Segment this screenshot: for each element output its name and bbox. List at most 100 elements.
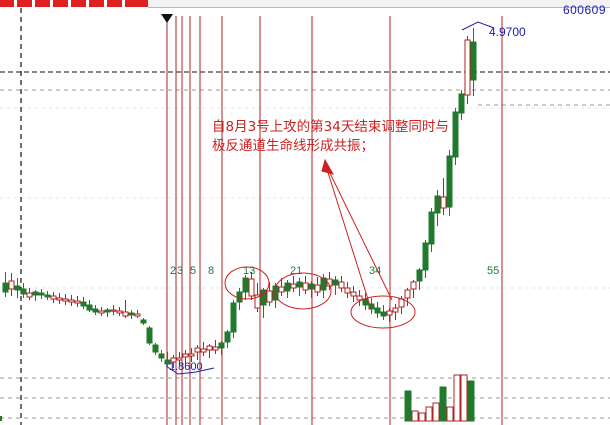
candlestick [56,293,63,304]
candlestick [308,281,315,298]
candlestick [8,273,15,296]
highlight-ellipse [224,266,270,300]
candlestick [206,344,213,358]
candlestick [344,282,351,298]
fib-count-label-21: 21 [290,265,303,277]
candlestick [386,308,393,322]
candlestick [446,150,453,216]
candlestick [116,307,123,316]
candlestick [146,326,153,345]
candlestick [410,280,417,298]
candlestick [332,276,339,295]
candlestick [416,268,423,290]
candlestick [188,348,195,362]
annotation-text-line-1: 自8月3号上攻的第34天结束调整同时与 [212,119,449,135]
candlestick [2,272,9,297]
candlestick [104,308,111,317]
candlestick [392,304,399,320]
volume-bar [0,416,2,421]
candlestick [92,305,99,315]
candlestick [230,300,237,338]
candlestick [158,350,165,362]
candlestick [296,278,303,296]
candlestick [20,283,27,298]
candlestick [356,290,363,306]
candlestick [350,286,357,302]
candlestick [14,278,21,298]
volume-bar [432,402,440,422]
candlestick [38,289,45,299]
candlestick [242,275,249,300]
ticker-symbol-label: 600609 [562,3,606,17]
fib-count-label-34: 34 [369,265,382,277]
volume-bar [467,380,475,422]
candlestick [44,291,51,300]
candlestick [278,278,285,296]
candlestick [200,342,207,356]
candlestick [374,302,381,318]
volume-bar [404,390,412,422]
titlebar-background [148,0,610,8]
volume-bar [446,406,454,422]
candlestick [80,297,87,309]
candlestick [224,330,231,348]
fib-count-label-3: 3 [177,265,184,277]
fib-count-label-2: 2 [170,265,177,277]
candlestick [74,296,81,307]
candlestick [86,300,93,312]
candlestick [170,355,177,368]
volume-bar [425,406,433,422]
highlight-ellipse [350,295,416,329]
candlestick [194,345,201,360]
fib-count-label-8: 8 [208,265,215,277]
candlestick [452,108,459,165]
fib-count-label-55: 55 [487,265,500,277]
candlestick [266,282,273,306]
high-trendline [461,21,495,31]
low-price-label: 1.8600 [169,361,203,373]
candlestick [458,90,465,120]
candlestick [140,318,147,325]
candlestick [380,305,387,320]
candlestick [422,240,429,278]
annotation-arrow-line [324,162,373,313]
candlestick [134,310,141,318]
annotation-text-line-2: 极反通道生命线形成共振； [212,138,374,154]
candlestick [128,310,135,319]
candlestick [404,288,411,306]
candlestick [248,272,255,300]
titlebar-red-strip [0,0,148,7]
low-trendline [165,365,215,375]
candlestick [212,340,219,354]
candlestick [32,290,39,301]
fib-count-label-13: 13 [243,265,256,277]
volume-bar [418,412,426,422]
volume-bar [411,410,419,422]
candlestick [236,288,243,310]
candlestick [122,300,129,318]
candlestick [182,350,189,364]
candlestick [290,276,297,292]
candlestick [50,292,57,303]
candlestick [110,305,117,315]
candlestick [320,274,327,298]
volume-bar [460,374,468,422]
candlestick [68,295,75,306]
marker-triangle-icon [161,14,173,23]
candlestick [434,190,441,226]
candlestick [176,352,183,366]
candlestick [326,272,333,290]
candlestick [26,288,33,300]
candlestick [302,276,309,294]
volume-bar [439,386,447,422]
candlestick [314,277,321,296]
candlestick [98,307,105,316]
annotation-arrow-head-icon [321,158,335,175]
candlestick [470,28,477,96]
candlestick [218,341,225,355]
highlight-ellipse [274,272,332,310]
candlestick [464,36,471,104]
fib-count-label-5: 5 [190,265,197,277]
